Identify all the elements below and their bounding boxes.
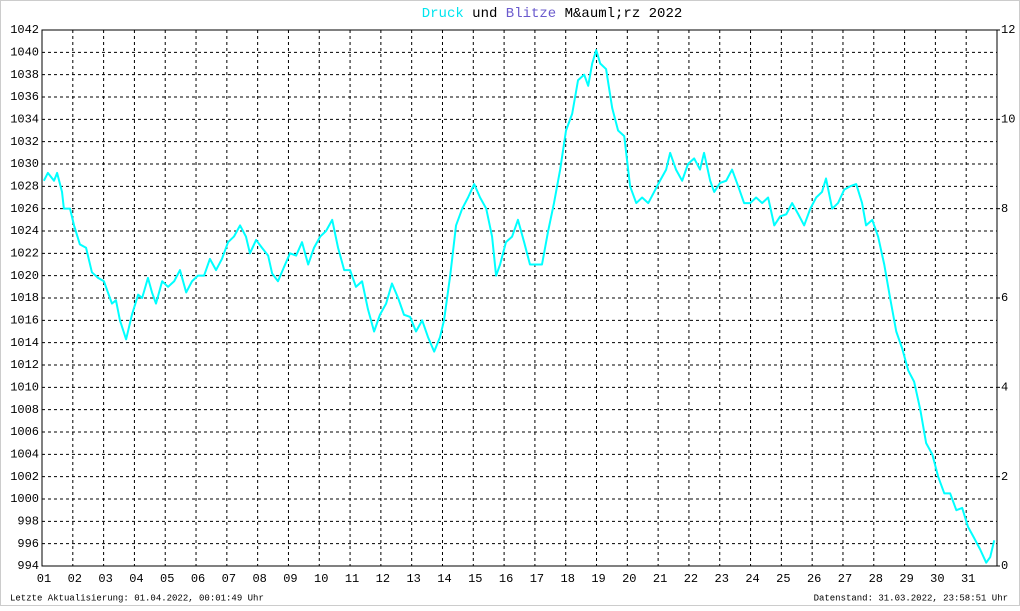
title-part: und	[472, 6, 497, 22]
x-tick-label: 02	[68, 572, 82, 586]
x-tick-label: 11	[345, 572, 359, 586]
y-tick-label: 1002	[10, 470, 39, 484]
x-tick-label: 09	[283, 572, 297, 586]
x-tick-label: 06	[191, 572, 205, 586]
y-tick-label: 1014	[10, 336, 39, 350]
x-tick-label: 25	[776, 572, 790, 586]
y-tick-label: 1004	[10, 448, 39, 462]
y-tick-label: 1032	[10, 135, 39, 149]
x-tick-label: 30	[930, 572, 944, 586]
x-tick-label: 24	[745, 572, 759, 586]
x-tick-label: 01	[37, 572, 51, 586]
chart-title: Druck und Blitze M&auml;rz 2022	[422, 6, 683, 22]
y2-tick-label: 10	[1001, 113, 1015, 127]
y-tick-label: 1040	[10, 46, 39, 60]
y-tick-label: 1012	[10, 358, 39, 372]
y-tick-label: 1022	[10, 247, 39, 261]
y-tick-label: 996	[17, 537, 39, 551]
x-tick-label: 20	[622, 572, 636, 586]
x-tick-label: 10	[314, 572, 328, 586]
footer-left: Letzte Aktualisierung: 01.04.2022, 00:01…	[10, 593, 264, 603]
y-tick-label: 1024	[10, 224, 39, 238]
title-part: Blitze	[506, 6, 556, 22]
y-tick-label: 1038	[10, 68, 39, 82]
y-tick-label: 1036	[10, 90, 39, 104]
x-tick-label: 27	[838, 572, 852, 586]
x-tick-label: 23	[715, 572, 729, 586]
x-tick-label: 14	[437, 572, 451, 586]
data-line	[42, 49, 996, 564]
y2-tick-label: 8	[1001, 202, 1008, 216]
plot-frame	[41, 29, 998, 567]
y-tick-label: 1034	[10, 113, 39, 127]
y2-tick-label: 2	[1001, 470, 1008, 484]
x-tick-label: 08	[252, 572, 266, 586]
x-tick-label: 12	[376, 572, 390, 586]
x-tick-label: 26	[807, 572, 821, 586]
footer-right: Datenstand: 31.03.2022, 23:58:51 Uhr	[814, 593, 1008, 603]
y-tick-label: 1008	[10, 403, 39, 417]
x-tick-label: 03	[98, 572, 112, 586]
y-tick-label: 998	[17, 515, 39, 529]
title-part: M&auml;rz 2022	[565, 6, 683, 22]
y2-tick-label: 12	[1001, 23, 1015, 37]
y-tick-label: 1020	[10, 269, 39, 283]
y-tick-label: 1042	[10, 23, 39, 37]
y-tick-label: 1028	[10, 180, 39, 194]
title-part: Druck	[422, 6, 464, 22]
y-tick-label: 1030	[10, 157, 39, 171]
x-tick-label: 18	[561, 572, 575, 586]
x-tick-label: 15	[468, 572, 482, 586]
x-tick-label: 04	[129, 572, 143, 586]
x-tick-label: 13	[406, 572, 420, 586]
y2-tick-label: 0	[1001, 559, 1008, 573]
x-tick-label: 05	[160, 572, 174, 586]
y-tick-label: 1000	[10, 492, 39, 506]
x-tick-label: 16	[499, 572, 513, 586]
x-tick-label: 22	[684, 572, 698, 586]
x-tick-label: 19	[591, 572, 605, 586]
y-tick-label: 1018	[10, 291, 39, 305]
x-tick-label: 28	[869, 572, 883, 586]
y-tick-label: 1026	[10, 202, 39, 216]
y-tick-label: 1010	[10, 381, 39, 395]
y2-tick-label: 4	[1001, 381, 1008, 395]
y2-tick-label: 6	[1001, 291, 1008, 305]
y-tick-label: 1016	[10, 314, 39, 328]
x-tick-label: 17	[530, 572, 544, 586]
x-tick-label: 31	[961, 572, 975, 586]
x-tick-label: 21	[653, 572, 667, 586]
x-tick-label: 29	[899, 572, 913, 586]
y-tick-label: 994	[17, 559, 39, 573]
x-tick-label: 07	[222, 572, 236, 586]
y-tick-label: 1006	[10, 425, 39, 439]
